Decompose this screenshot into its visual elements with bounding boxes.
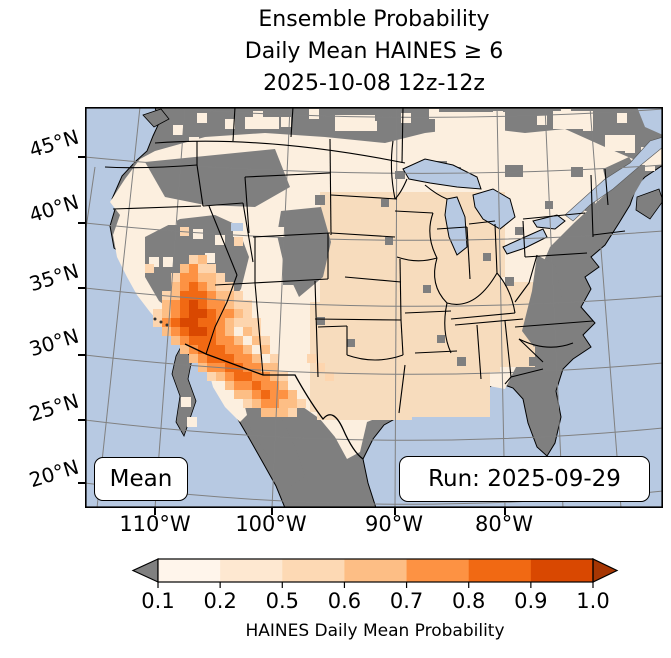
colorbar-tick-label: 0.6	[327, 589, 362, 613]
lon-label: 80°W	[475, 512, 533, 536]
lat-label: 45°N	[26, 124, 82, 163]
colorbar	[125, 556, 625, 592]
lat-tick	[78, 354, 85, 356]
colorbar-caption: HAINES Daily Mean Probability	[245, 621, 505, 641]
gulf-st-lawrence	[637, 107, 663, 135]
map-canvas	[85, 107, 663, 508]
colorbar-canvas	[131, 558, 619, 588]
colorbar-tick-label: 0.2	[203, 589, 237, 613]
heat-cells	[145, 227, 334, 417]
lon-tick	[394, 508, 396, 515]
run-label: Run: 2025-09-29	[428, 466, 621, 492]
lon-label: 90°W	[365, 512, 423, 536]
run-annotation-box: Run: 2025-09-29	[399, 456, 650, 502]
figure-title-line1: Ensemble Probability	[258, 7, 490, 32]
lat-label: 30°N	[26, 323, 82, 362]
mean-annotation-box: Mean	[94, 457, 188, 501]
baja-peninsula	[171, 344, 197, 437]
mean-label: Mean	[109, 466, 173, 492]
colorbar-tick-label: 0.1	[141, 589, 175, 613]
lat-label: 25°N	[26, 388, 82, 427]
state-borders	[104, 107, 626, 414]
colorbar-tick-label: 0.7	[389, 589, 424, 613]
figure-title-line3: 2025-10-08 12z-12z	[263, 71, 485, 96]
lake-huron	[472, 188, 516, 230]
lat-tick	[78, 419, 85, 421]
colorbar-ticks	[157, 582, 594, 588]
lat-label: 40°N	[26, 189, 82, 228]
lat-tick	[78, 156, 85, 158]
st-lawrence-river	[564, 136, 663, 222]
colorbar-tick-label: 0.8	[452, 589, 486, 613]
graticule	[85, 107, 663, 508]
lat-tick	[78, 222, 85, 224]
lon-tick	[504, 508, 506, 515]
colorbar-tick-label: 0.5	[265, 589, 299, 613]
colorbar-tick-label: 0.9	[514, 589, 548, 613]
lon-label: 110°W	[119, 512, 191, 536]
channel-islands	[153, 317, 169, 327]
mexico-border	[184, 343, 364, 460]
great-salt-lake	[231, 223, 243, 231]
map-plot-area	[85, 107, 663, 508]
lat-label: 35°N	[26, 258, 82, 297]
nova-scotia	[635, 188, 663, 220]
lake-superior	[402, 158, 482, 190]
lon-label: 100°W	[235, 512, 307, 536]
figure-title-line2: Daily Mean HAINES ≥ 6	[244, 39, 504, 64]
map-frame	[85, 107, 663, 508]
lon-tick	[154, 508, 156, 515]
colorbar-under-arrow	[131, 558, 159, 583]
vancouver-island	[142, 108, 170, 128]
lat-label: 20°N	[26, 454, 82, 493]
lat-tick	[78, 287, 85, 289]
lake-erie	[502, 228, 548, 255]
lat-tick	[78, 482, 85, 484]
lon-tick	[271, 508, 273, 515]
colorbar-segments	[158, 559, 594, 582]
great-lakes	[402, 158, 566, 256]
colorbar-over-arrow	[592, 558, 619, 583]
colorbar-tick-label: 1.0	[576, 589, 610, 613]
colorbar-outline	[157, 558, 594, 583]
